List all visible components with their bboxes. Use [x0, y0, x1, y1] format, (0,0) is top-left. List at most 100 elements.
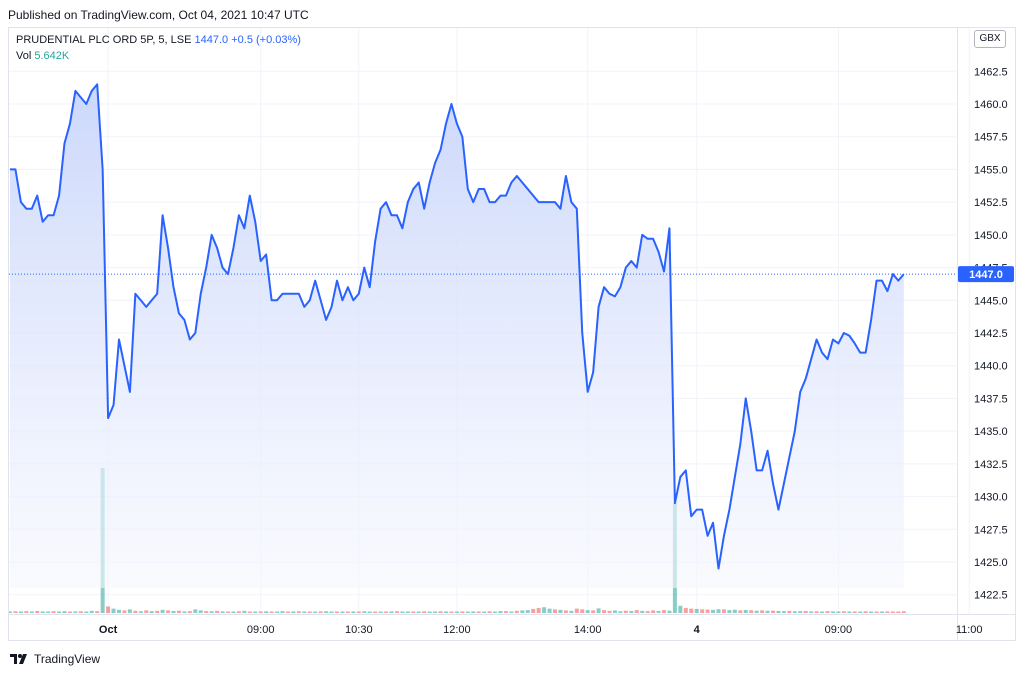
volume-bar — [869, 611, 874, 613]
volume-bar — [520, 610, 525, 613]
volume-bar — [449, 611, 454, 613]
volume-bar — [596, 608, 601, 613]
volume-bar — [433, 611, 438, 613]
volume-bar — [781, 611, 786, 613]
price-area-fill — [10, 84, 904, 589]
volume-bar — [727, 610, 732, 613]
volume-bar — [667, 610, 672, 613]
volume-bar — [258, 611, 263, 613]
volume-bar — [133, 610, 138, 613]
volume-bar — [607, 610, 612, 613]
volume-bar — [569, 610, 574, 613]
volume-bar — [563, 610, 568, 613]
volume-bar — [754, 610, 759, 613]
volume-bar — [683, 607, 688, 613]
x-tick-label: 12:00 — [443, 624, 471, 636]
volume-bar — [798, 611, 803, 613]
volume-bar — [166, 610, 171, 613]
volume-bar — [384, 611, 389, 613]
volume-bar — [612, 610, 617, 613]
x-tick-label: Oct — [99, 624, 118, 636]
volume-bar — [547, 608, 552, 613]
volume-bar — [471, 611, 476, 613]
x-tick-label: 10:30 — [345, 624, 373, 636]
volume-bar — [416, 611, 421, 613]
volume-bar — [411, 611, 416, 613]
volume-bar — [749, 610, 754, 613]
volume-bar — [841, 611, 846, 613]
volume-bar — [580, 609, 585, 613]
volume-bar — [122, 610, 127, 613]
volume-bar — [13, 611, 18, 613]
volume-bar — [242, 610, 247, 613]
volume-bar — [487, 611, 492, 613]
volume-bar — [438, 611, 443, 613]
volume-bar — [476, 611, 481, 613]
volume-bar — [880, 611, 884, 613]
volume-bar — [901, 611, 906, 613]
volume-bar — [231, 611, 236, 613]
tradingview-logo[interactable]: TradingView — [10, 652, 100, 666]
volume-bar — [176, 610, 181, 613]
volume-bar — [514, 610, 519, 613]
y-tick-label: 1460.0 — [974, 99, 1008, 111]
price-axis[interactable]: 1422.5 1425.0 1427.5 1430.0 1432.5 1435.0 1437… — [974, 66, 1008, 601]
y-tick-label: 1450.0 — [974, 230, 1008, 242]
volume-bar — [694, 608, 699, 613]
volume-bar — [264, 611, 269, 613]
time-axis[interactable]: Oct 09:00 10:30 12:00 14:00 4 09:00 11:00 — [99, 624, 983, 636]
volume-bar — [792, 611, 797, 613]
volume-bar — [400, 611, 405, 613]
volume-bar — [345, 611, 350, 613]
volume-bar — [275, 611, 280, 613]
volume-bar — [890, 611, 895, 613]
volume-bar — [645, 611, 650, 613]
volume-bar — [422, 611, 427, 613]
volume-bar — [536, 607, 541, 613]
volume-bar — [656, 610, 661, 613]
volume-bar — [814, 611, 819, 613]
volume-bar — [62, 611, 67, 613]
volume-bar — [155, 610, 160, 613]
volume-bar — [40, 611, 45, 613]
volume-bar — [84, 611, 89, 613]
chart-frame — [8, 27, 1016, 641]
last-price-badge-label: 1447.0 — [969, 269, 1003, 281]
volume-bar — [149, 611, 154, 613]
volume-bar — [836, 611, 841, 613]
volume-bar — [247, 611, 252, 613]
volume-bar — [427, 611, 432, 613]
volume-bar — [662, 610, 666, 613]
volume-bar — [280, 611, 285, 613]
volume-bar — [787, 610, 792, 613]
volume-bar — [95, 611, 100, 613]
volume-label[interactable]: Vol — [16, 50, 32, 62]
volume-bar — [771, 610, 775, 613]
y-tick-label: 1440.0 — [974, 361, 1008, 373]
volume-bar — [307, 611, 312, 613]
volume-bar — [509, 611, 514, 613]
volume-bar — [640, 610, 645, 613]
volume-bar — [302, 611, 307, 613]
volume-bar — [373, 611, 378, 613]
volume-bar — [825, 611, 830, 613]
price-line — [10, 83, 905, 570]
volume-bar — [460, 611, 465, 613]
x-tick-label: 09:00 — [825, 624, 853, 636]
volume-bar — [874, 611, 879, 613]
x-tick-label: 11:00 — [956, 624, 983, 636]
last-price-marker: 1447.0 — [9, 266, 1014, 283]
volume-bar — [285, 611, 290, 613]
volume-bar — [623, 610, 628, 613]
volume-bar — [847, 611, 852, 613]
symbol-title[interactable]: PRUDENTIAL PLC ORD 5P, 5, LSE — [16, 34, 192, 46]
legend-symbol-row: PRUDENTIAL PLC ORD 5P, 5, LSE 1447.0 +0.… — [16, 34, 301, 46]
currency-badge[interactable]: GBX — [974, 30, 1006, 48]
volume-bar — [863, 611, 868, 613]
volume-bar — [78, 611, 83, 613]
volume-bar — [634, 610, 639, 613]
volume-bar — [689, 608, 694, 613]
volume-bar — [73, 611, 78, 613]
volume-bar — [24, 611, 29, 613]
